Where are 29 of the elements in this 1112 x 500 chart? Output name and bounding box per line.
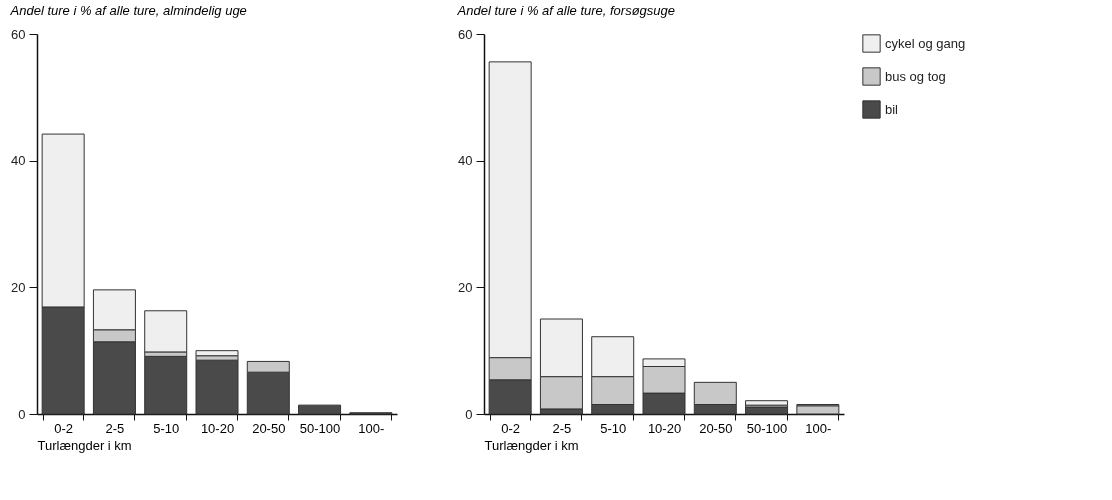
x-tick-label: 20-50 [699,420,733,436]
y-tick-label: 0 [465,406,473,422]
x-tick-label: 100- [358,420,385,436]
x-tick-label: 5-10 [600,420,627,436]
y-tick-label: 40 [11,153,26,169]
chart-title: Andel ture i % af alle ture, forsøgsuge [456,3,676,18]
y-tick-label: 20 [458,279,473,295]
x-tick-label: 5-10 [153,420,180,436]
x-tick-label: 0-2 [54,420,74,436]
y-tick-label: 0 [18,406,26,422]
y-tick-label: 20 [11,279,26,295]
chart-title: Andel ture i % af alle ture, almindelig uge [9,3,247,18]
x-tick-label: 2-5 [552,420,572,436]
x-tick-label: 100- [805,420,832,436]
x-tick-label: 10-20 [647,420,682,436]
x-tick-label: 10-20 [200,420,235,436]
legend-label: bus og tog [885,68,946,84]
x-tick-label: 2-5 [105,420,125,436]
y-tick-label: 60 [458,26,473,42]
x-tick-label: 50-100 [746,420,788,436]
y-tick-label: 40 [458,153,473,169]
x-tick-label: 20-50 [252,420,286,436]
legend-label: cykel og gang [885,35,966,51]
y-tick-label: 60 [11,26,26,42]
x-tick-label: 0-2 [501,420,521,436]
legend-label: bil [885,101,899,117]
x-axis-title: Turlængder i km [484,437,579,453]
x-axis-title: Turlængder i km [37,437,132,453]
x-tick-label: 50-100 [299,420,341,436]
